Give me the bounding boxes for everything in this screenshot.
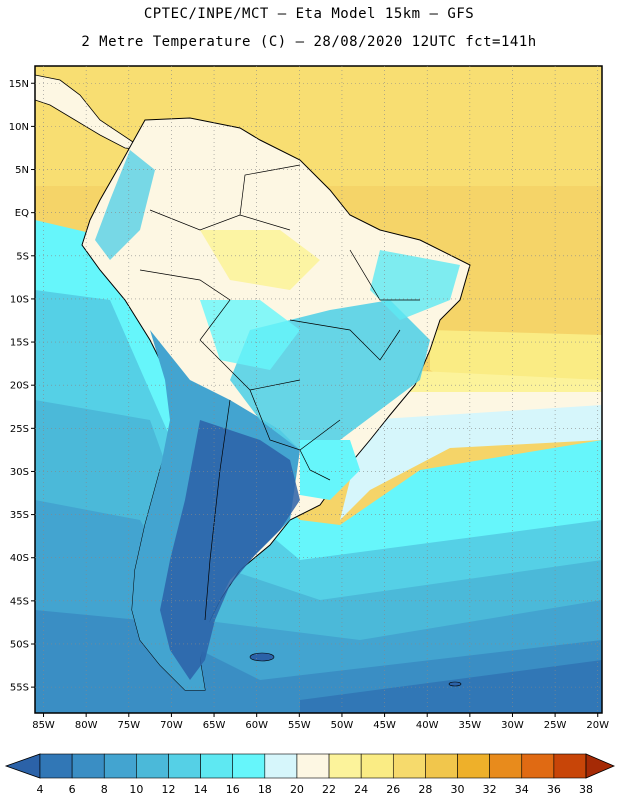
colorbar-swatch [71,753,105,779]
south-georgia [448,681,462,687]
map-field [35,66,602,713]
amazon-warm [200,230,320,290]
lon-label: 80W [75,720,98,731]
south-brazil [300,440,360,500]
colorbar-swatch [425,753,458,779]
lon-label: 65W [203,720,226,731]
colorbar-label: 8 [101,783,108,796]
lat-label: EQ [15,208,29,219]
colorbar-swatch [328,753,362,779]
colorbar-label: 10 [129,783,143,796]
lon-label: 20W [586,720,609,731]
lat-label: 35S [10,510,29,521]
colorbar-swatch [168,753,201,779]
bolivia-cool [200,300,300,370]
colorbar: 4 6 8 10 12 14 16 18 20 22 24 26 28 30 32 34 36 38 [4,753,616,796]
colombia-andes [95,150,155,260]
colorbar-low-arrow [4,753,41,779]
lon-label: 55W [288,720,311,731]
colorbar-label: 34 [515,783,529,796]
colorbar-label: 12 [161,783,175,796]
colorbar-label: 22 [322,783,336,796]
colorbar-high-arrow [585,753,616,779]
map-title-line1: CPTEC/INPE/MCT – Eta Model 15km – GFS [143,6,475,22]
colorbar-label: 18 [258,783,272,796]
longitude-axis: 85W 80W 75W 70W 65W 60W 55W 50W 45W 40W 35W 30W 25W 2… [32,713,609,731]
colorbar-label: 4 [37,783,44,796]
lat-label: 40S [10,553,29,564]
colorbar-label: 32 [483,783,497,796]
lon-label: 40W [416,720,439,731]
lat-label: 55S [10,683,29,694]
lat-label: 5N [15,165,29,176]
lat-label: 20S [10,381,29,392]
colorbar-label: 6 [69,783,76,796]
lat-label: 45S [10,596,29,607]
colorbar-swatch [103,753,137,779]
lat-label: 5S [16,251,29,262]
lon-label: 60W [245,720,268,731]
colorbar-label: 28 [418,783,432,796]
lat-label: 30S [10,467,29,478]
colorbar-swatch [39,753,73,779]
lat-label: 15N [9,79,29,90]
ocean-20-band [340,405,602,520]
lon-label: 50W [331,720,354,731]
lon-label: 70W [160,720,183,731]
colorbar-label: 24 [354,783,368,796]
latitude-axis: 15N 10N 5N EQ 5S 10S 15S 20S 25S 30S 35S 40S 45S 50S 5… [9,79,35,694]
colorbar-swatch [392,753,426,779]
colorbar-swatch [200,753,234,779]
patagonia-cold [160,420,300,680]
colorbar-swatch [296,753,330,779]
ocean-8-band [300,660,602,713]
colorbar-label: 26 [386,783,400,796]
colorbar-label: 30 [451,783,465,796]
lon-label: 85W [32,720,55,731]
colorbar-swatch [264,753,298,779]
colorbar-swatch [521,753,555,779]
colorbar-label: 14 [194,783,208,796]
map-title-line2: 2 Metre Temperature (C) – 28/08/2020 12U… [81,34,537,50]
lon-label: 75W [117,720,140,731]
colorbar-label: 36 [547,783,561,796]
colorbar-label: 38 [579,783,593,796]
colorbar-swatch [457,753,490,779]
lat-label: 10S [10,294,29,305]
colorbar-swatch [553,753,587,779]
lat-label: 15S [10,338,29,349]
country-borders [139,164,420,621]
lon-label: 35W [459,720,482,731]
colorbar-label: 16 [226,783,240,796]
lon-label: 45W [373,720,396,731]
lat-label: 25S [10,424,29,435]
lat-label: 50S [10,639,29,650]
lon-label: 25W [544,720,567,731]
colorbar-swatch [232,753,266,779]
falkland-islands [249,652,275,662]
map-frame [34,65,603,714]
colorbar-swatch [136,753,169,779]
graticule [35,66,602,713]
lat-label: 10N [9,122,29,133]
ne-brazil-cool [370,250,460,320]
colorbar-swatch [489,753,523,779]
colorbar-swatch [360,753,394,779]
colorbar-label: 20 [290,783,304,796]
lon-label: 30W [501,720,524,731]
